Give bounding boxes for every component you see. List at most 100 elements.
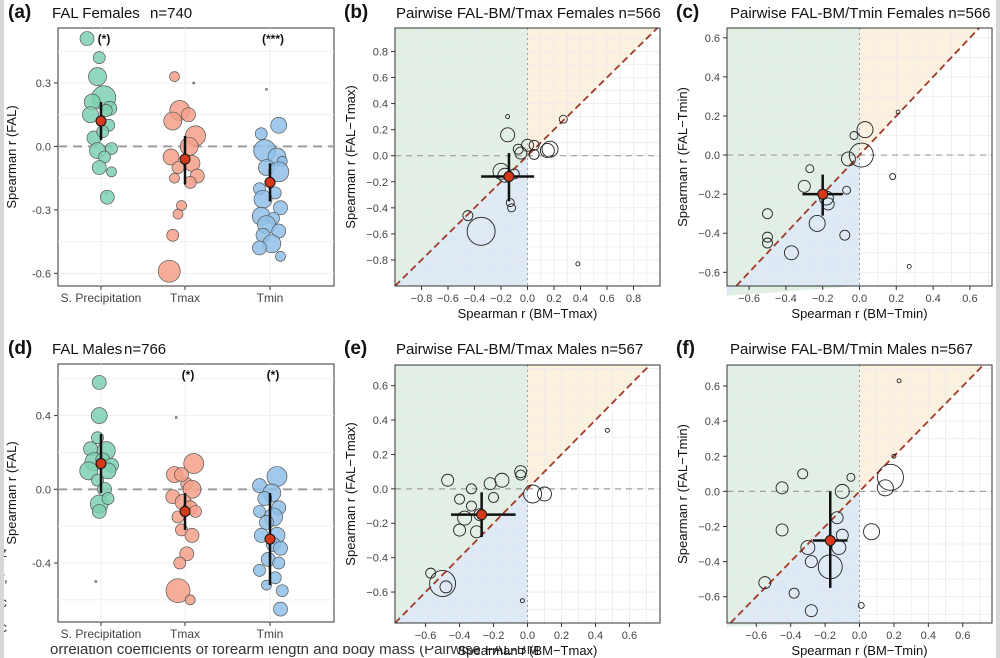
x-tick-label-d-2: Tmin <box>257 627 284 641</box>
data-point-e <box>429 569 457 597</box>
mean-point-d-tmax <box>179 505 191 517</box>
data-point-d-tmin <box>253 564 266 577</box>
data-point-c <box>762 208 773 220</box>
mean-point-f <box>824 535 836 547</box>
panel-subtitle-d: n=766 <box>124 341 166 358</box>
panel-title-f: Pairwise FAL-BM/Tmin Males n=567 <box>730 341 973 358</box>
x-tick-label-e-2: −0.2 <box>483 630 505 642</box>
x-tick-label-b-4: 0.0 <box>520 293 535 305</box>
x-tick-label-e-6: 0.6 <box>622 630 637 642</box>
data-point-a-tmax <box>166 228 180 242</box>
data-point-a-tmin <box>254 127 268 141</box>
data-point-a-tmin <box>273 200 288 216</box>
data-point-f <box>876 479 894 497</box>
data-point-e <box>514 465 528 479</box>
y-tick-label-b-2: 0.4 <box>373 99 388 111</box>
x-tick-label-d-0: S. Precipitation <box>61 627 142 641</box>
data-point-e <box>457 510 473 526</box>
y-tick-label-c-5: −0.4 <box>698 228 720 240</box>
data-point-e <box>441 473 455 487</box>
data-point-f <box>846 472 856 482</box>
caption-bottom-text: orrelation coefficients of forearm lengt… <box>50 646 540 658</box>
y-axis-label-f: Spearman r (FAL−Tmin) <box>675 424 690 564</box>
quadrant-green-e <box>395 365 528 489</box>
y-tick-label-c-2: 0.2 <box>705 111 720 123</box>
data-point-d-precip <box>91 504 107 519</box>
data-point-d-tmin <box>275 584 289 598</box>
data-point-f <box>758 576 772 590</box>
diagonal-line-f <box>729 364 985 624</box>
data-point-b <box>528 148 540 160</box>
y-tick-label-f-3: 0.0 <box>705 486 720 498</box>
significance-label-d-1: (*) <box>182 368 195 382</box>
data-point-a-precip <box>91 160 107 175</box>
data-point-c <box>783 245 799 261</box>
x-tick-label-c-4: 0.2 <box>889 293 904 305</box>
y-tick-label-d-2: -0.4 <box>32 558 51 570</box>
data-point-a-precip <box>79 31 95 46</box>
data-point-a-tmin <box>270 116 288 134</box>
y-axis-label-a: Spearman r (FAL) <box>4 105 19 208</box>
x-tick-label-e-1: −0.4 <box>449 630 471 642</box>
diagonal-line-b <box>394 27 658 287</box>
y-tick-label-f-6: −0.6 <box>698 592 720 604</box>
significance-label-a-2: (***) <box>262 32 284 46</box>
data-point-c <box>841 151 856 167</box>
mean-point-b <box>503 171 515 183</box>
data-point-a-tmax <box>157 259 181 283</box>
y-tick-label-c-0: 0.6 <box>705 33 720 45</box>
x-tick-label-b-5: 0.2 <box>546 293 561 305</box>
panel-subtitle-a: n=740 <box>150 5 192 22</box>
data-point-b <box>466 216 496 246</box>
x-tick-label-a-2: Tmin <box>257 291 284 305</box>
panel-label-a: (a) <box>8 2 31 23</box>
y-axis-label-d: Spearman r (FAL) <box>4 441 19 544</box>
panel-title-d: FAL Males <box>52 341 122 358</box>
x-tick-label-a-1: Tmax <box>170 291 200 305</box>
x-tick-label-c-6: 0.6 <box>962 293 977 305</box>
data-point-d-tmin <box>259 515 274 530</box>
x-tick-label-c-3: 0.0 <box>852 293 867 305</box>
data-point-d-tmax <box>174 467 189 482</box>
data-point-a-tmax <box>169 71 180 82</box>
data-point-e <box>453 523 467 537</box>
y-axis-label-b: Spearman r (FAL−Tmax) <box>343 85 358 228</box>
panel-label-d: (d) <box>8 338 32 359</box>
x-tick-label-b-6: 0.4 <box>573 293 588 305</box>
data-point-d-precip <box>91 375 107 390</box>
data-point-a-precip <box>96 125 110 138</box>
y-tick-label-a-1: 0.0 <box>36 141 51 153</box>
panel-label-f: (f) <box>676 338 695 359</box>
data-point-d-tmin <box>257 491 273 506</box>
data-point-c <box>805 164 815 174</box>
data-point-c <box>762 231 773 243</box>
y-tick-label-b-7: −0.6 <box>366 229 388 241</box>
x-axis-label-f: Spearman r (BM−Tmin) <box>791 643 927 658</box>
data-point-e <box>439 580 453 594</box>
data-point-a-tmax <box>169 172 180 184</box>
data-point-a-precip <box>106 166 117 178</box>
data-point-a-precip <box>99 189 115 205</box>
significance-label-d-2: (*) <box>267 368 280 382</box>
data-point-d-tmin <box>272 556 286 570</box>
y-tick-label-e-3: 0.0 <box>373 484 388 496</box>
y-tick-label-b-3: 0.2 <box>373 125 388 137</box>
data-point-f <box>857 601 865 609</box>
data-point-d-tmin <box>273 601 288 617</box>
data-point-c <box>839 229 851 241</box>
x-tick-label-e-4: 0.2 <box>554 630 569 642</box>
y-tick-label-f-4: −0.2 <box>698 521 720 533</box>
y-axis-label-e: Spearman r (FAL−Tmax) <box>343 422 358 565</box>
x-tick-label-c-0: −0.6 <box>738 293 760 305</box>
data-point-f <box>775 523 789 537</box>
y-tick-label-d-1: 0.0 <box>36 484 51 496</box>
panel-label-b: (b) <box>344 2 368 23</box>
x-tick-label-b-7: 0.6 <box>599 293 614 305</box>
data-point-d-tmax <box>183 453 205 474</box>
panel-title-c: Pairwise FAL-BM/Tmin Females n=566 <box>730 5 991 22</box>
x-axis-label-e: Spearman r (BM−Tmax) <box>458 643 598 658</box>
data-point-c <box>856 121 874 139</box>
y-tick-label-d-0: 0.4 <box>36 411 51 423</box>
